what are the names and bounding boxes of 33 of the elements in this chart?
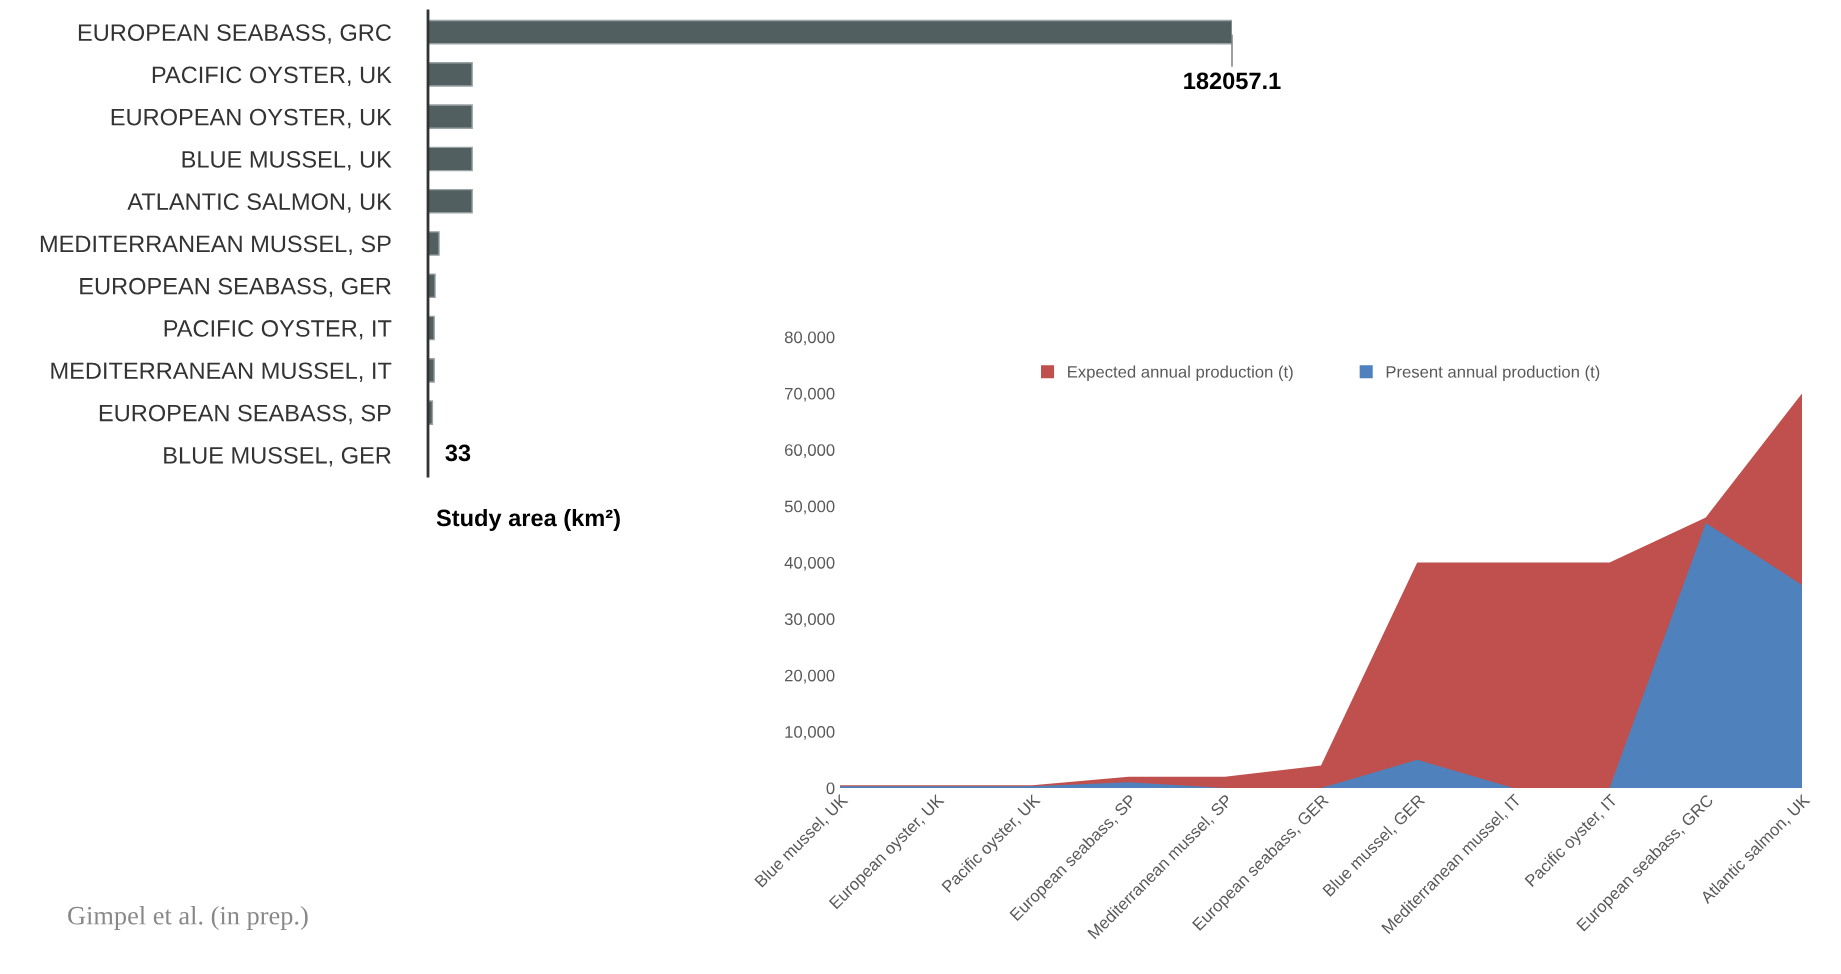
data-label: 182057.1 [1184,72,1281,90]
y-tick-label: 60,000 [785,444,835,458]
y-tick-label: EUROPEAN SEABASS, GER [80,277,391,298]
bar [428,104,473,130]
data-label: 33 [445,444,471,462]
y-tick-label: 0 [826,782,835,795]
legend-label: Expected annual production (t) [1068,365,1293,382]
y-tick-label: PACIFIC OYSTER, IT [164,320,392,340]
y-tick-label: BLUE MUSSEL, UK [182,151,392,171]
y-tick-label: ATLANTIC SALMON, UK [127,193,392,213]
bar [428,273,436,299]
bar [428,19,1232,45]
y-tick-label: 20,000 [785,669,835,684]
y-tick-label: MEDITERRANEAN MUSSEL, SP [40,235,391,256]
y-tick-label: EUROPEAN SEABASS, GRC [78,24,391,44]
y-tick-label: PACIFIC OYSTER, UK [152,66,392,86]
y-tick-label: EUROPEAN OYSTER, UK [111,108,392,129]
bar [428,188,473,214]
text: Gimpel et al. (in prep.) [68,906,308,930]
y-tick-label: 80,000 [784,331,835,346]
bar [428,62,473,87]
y-tick-label: 30,000 [784,613,835,628]
y-tick-label: MEDITERRANEAN MUSSEL, IT [51,362,392,382]
y-tick-label: BLUE MUSSEL, GER [164,446,391,467]
y-tick-label: 40,000 [784,556,835,571]
y-tick-label: EUROPEAN SEABASS, SP [99,404,391,425]
y-tick-label: 10,000 [785,726,835,740]
y-tick-label: 70,000 [785,387,835,402]
y-tick-label: 50,000 [784,500,835,515]
bar [428,146,473,172]
x-axis-title: Study area (km²) [436,508,620,531]
legend-label: Present annual production (t) [1386,365,1600,382]
bar [428,231,440,256]
